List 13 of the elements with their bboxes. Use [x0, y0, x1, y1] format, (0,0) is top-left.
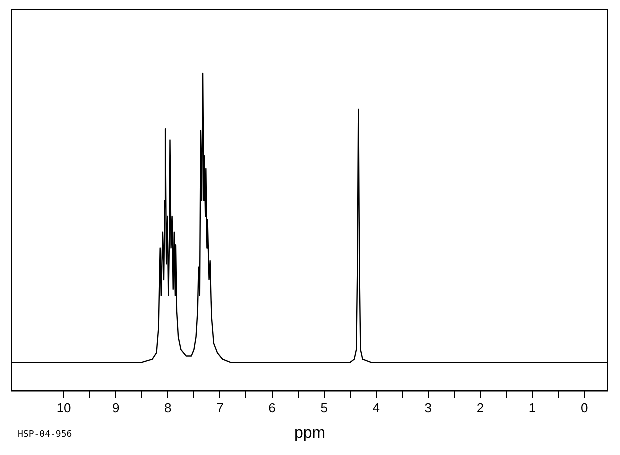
- x-tick-label: 1: [528, 400, 536, 416]
- x-tick-label: 10: [56, 400, 72, 416]
- x-tick-label: 7: [216, 400, 224, 416]
- x-axis-title: ppm: [294, 424, 326, 442]
- x-tick-label: 0: [580, 400, 588, 416]
- x-tick-label: 5: [320, 400, 328, 416]
- text: HSP-04-956: [18, 430, 72, 440]
- x-tick-label: 6: [268, 400, 276, 416]
- x-tick-label: 8: [164, 400, 172, 416]
- x-tick-label: 9: [112, 400, 120, 416]
- x-tick-label: 4: [372, 400, 380, 416]
- x-tick-label: 3: [424, 400, 432, 416]
- x-tick-label: 2: [476, 400, 484, 416]
